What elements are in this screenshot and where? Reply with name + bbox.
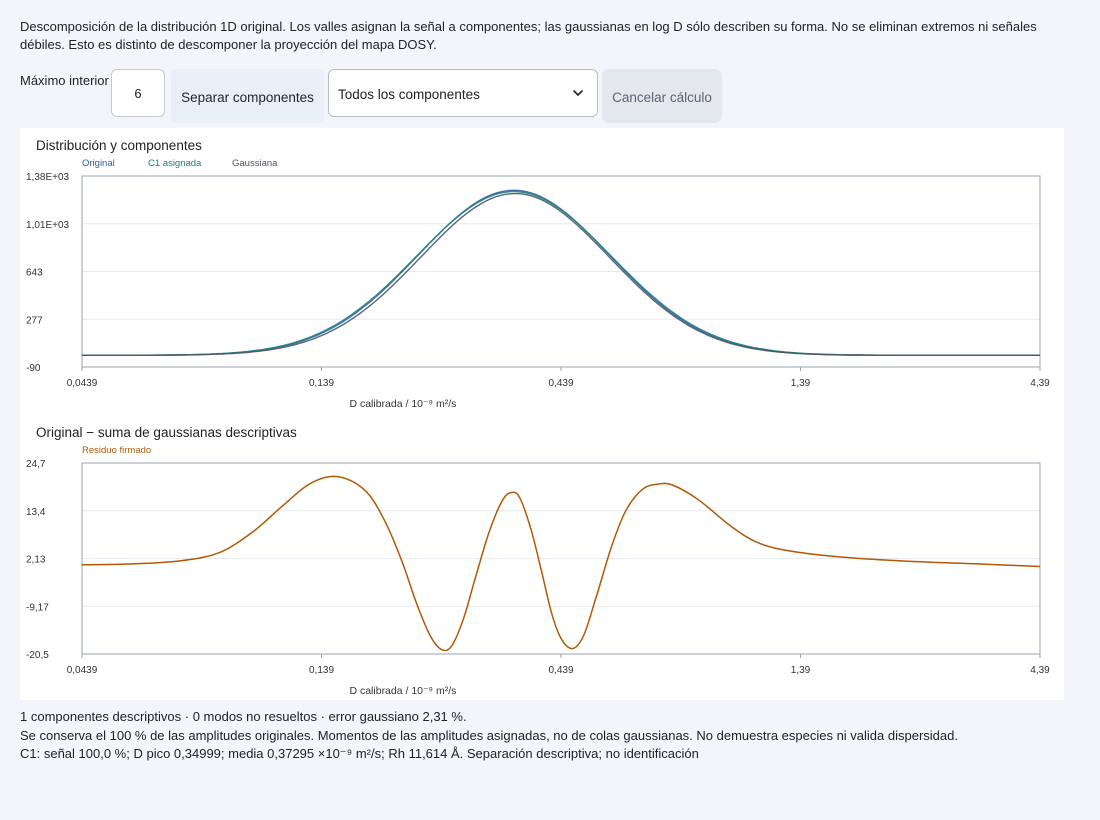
intro-line-2: débiles. Esto es distinto de descomponer…: [20, 37, 437, 52]
x-tick-label: 1,39: [791, 665, 811, 676]
series-line-original: [82, 189, 1040, 356]
x-tick-label: 0,0439: [67, 665, 98, 676]
max-interior-label: Máximo interior: [20, 73, 109, 88]
chevron-down-icon: [573, 90, 583, 96]
y-tick-label: 24,7: [26, 459, 46, 470]
max-interior-input[interactable]: [111, 69, 165, 117]
series-line-residual: [81, 475, 1041, 652]
x-tick-label: 1,39: [791, 378, 811, 389]
summary-line-1: 1 componentes descriptivos · 0 modos no …: [20, 709, 467, 724]
summary-text: 1 componentes descriptivos · 0 modos no …: [20, 708, 958, 764]
y-tick-label: 1,38E+03: [26, 172, 70, 183]
legend-original: Original: [82, 158, 115, 169]
distribution-chart: 1,38E+03 1,01E+03 643 277 -90 0,0439 0,139 0,43…: [26, 172, 1050, 410]
y-tick-label: 1,01E+03: [26, 220, 70, 231]
split-components-button[interactable]: Separar componentes: [171, 69, 324, 123]
x-tick-label: 0,139: [309, 378, 334, 389]
component-select-value: Todos los componentes: [338, 87, 480, 102]
y-tick-label: 2,13: [26, 555, 46, 566]
component-select[interactable]: Todos los componentes: [328, 69, 598, 117]
summary-line-3: C1: señal 100,0 %; D pico 0,34999; media…: [20, 746, 699, 761]
legend-assigned: C1 asignada: [148, 158, 202, 169]
x-axis-label: D calibrada / 10⁻⁹ m²/s: [349, 685, 456, 697]
intro-text: Descomposición de la distribución 1D ori…: [20, 18, 1060, 54]
y-tick-label: 277: [26, 315, 43, 326]
x-tick-label: 4,39: [1030, 665, 1050, 676]
x-tick-label: 0,439: [548, 665, 573, 676]
x-tick-label: 0,139: [309, 665, 334, 676]
legend-gaussian: Gaussiana: [232, 158, 278, 169]
x-tick-label: 4,39: [1030, 378, 1050, 389]
y-tick-label: -20,5: [26, 650, 49, 661]
x-tick-label: 0,439: [548, 378, 573, 389]
x-tick-label: 0,0439: [67, 378, 98, 389]
chart-1-title: Distribución y componentes: [36, 138, 202, 153]
summary-line-2: Se conserva el 100 % de las amplitudes o…: [20, 727, 958, 743]
y-tick-label: 13,4: [26, 507, 46, 518]
y-tick-label: -9,17: [26, 602, 49, 613]
y-tick-label: 643: [26, 268, 43, 279]
legend-residual: Residuo firmado: [82, 445, 152, 456]
series-line-assigned: [82, 190, 1040, 356]
series-line-gaussian: [82, 192, 1040, 356]
x-axis-label: D calibrada / 10⁻⁹ m²/s: [349, 398, 456, 410]
residual-chart: 24,7 13,4 2,13 -9,17 -20,5 0,0439 0,139 0,439 1,…: [26, 459, 1050, 697]
chart-2-title: Original − suma de gaussianas descriptiv…: [36, 425, 297, 440]
cancel-calculation-button[interactable]: Cancelar cálculo: [602, 69, 722, 123]
y-tick-label: -90: [26, 363, 41, 374]
charts-panel: Distribución y componentes Original C1 a…: [20, 128, 1064, 700]
intro-line-1: Descomposición de la distribución 1D ori…: [20, 19, 1037, 34]
